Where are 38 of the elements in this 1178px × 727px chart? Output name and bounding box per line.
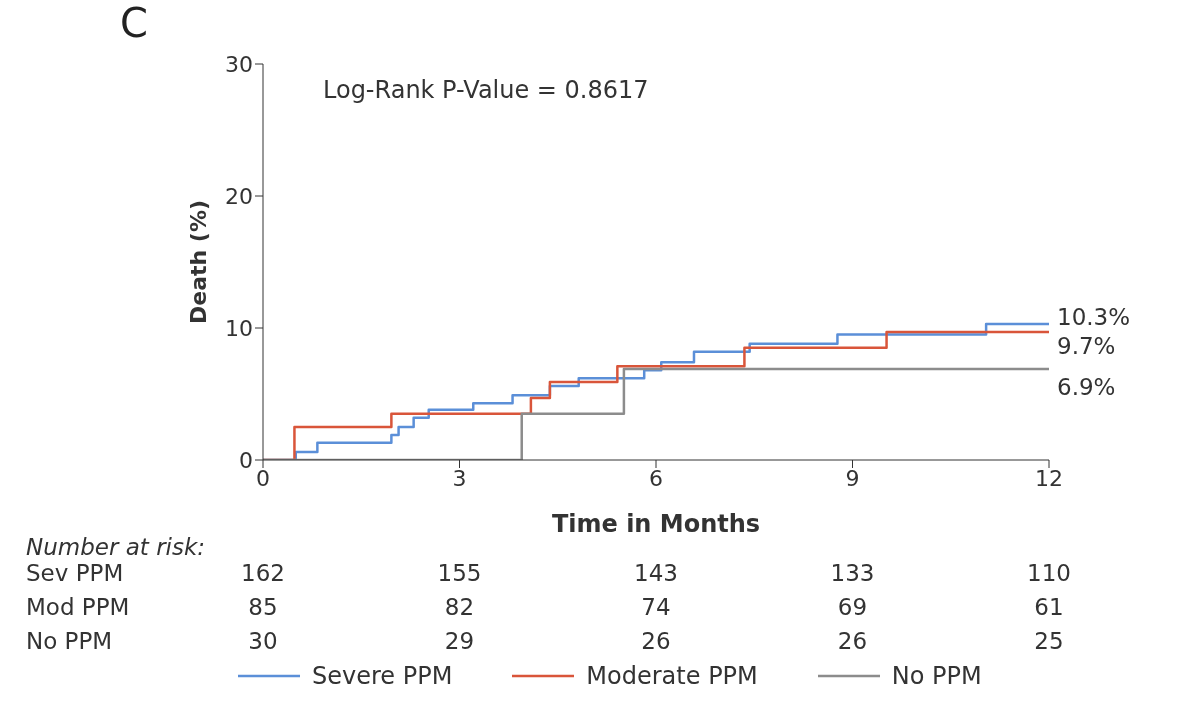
chart-title: C [120,0,148,46]
data-label: 10.3% [1057,303,1131,330]
text: Mod PPM [26,594,130,620]
legend-label: Moderate PPM [586,662,758,690]
text: 143 [634,560,678,586]
text: 82 [444,594,475,620]
text: 69 [837,594,868,620]
x-tick-label: 6 [649,465,663,491]
legend-label: No PPM [891,662,982,690]
text: Number at risk: [26,534,206,560]
text: 133 [830,560,875,586]
legend-label: Severe PPM [312,662,453,690]
text: 74 [641,594,671,620]
x-tick-label: 0 [256,465,270,491]
text: 110 [1027,560,1071,586]
y-axis-title: Death (%) [185,199,211,325]
text: 162 [241,560,285,586]
text: No PPM [26,628,113,654]
text: 29 [444,628,475,654]
text: Sev PPM [26,560,124,586]
y-tick-label: 10 [225,315,253,341]
y-tick-label: 30 [225,51,253,77]
text: 30 [248,628,278,654]
text: 155 [437,560,482,586]
data-label: 6.9% [1057,374,1116,401]
text: 26 [837,628,868,654]
text: 25 [1034,628,1064,654]
x-tick-label: 9 [845,465,860,491]
y-tick-label: 20 [225,183,253,209]
text: 85 [248,594,278,620]
text: 26 [641,628,671,654]
y-tick-label: 0 [239,447,253,473]
text: 61 [1034,594,1064,620]
x-tick-label: 3 [452,465,467,491]
x-axis-title: Time in Months [551,510,761,538]
x-tick-label: 12 [1035,465,1063,491]
data-label: 9.7% [1057,333,1116,360]
annotation: Log-Rank P-Value = 0.8617 [323,76,649,104]
